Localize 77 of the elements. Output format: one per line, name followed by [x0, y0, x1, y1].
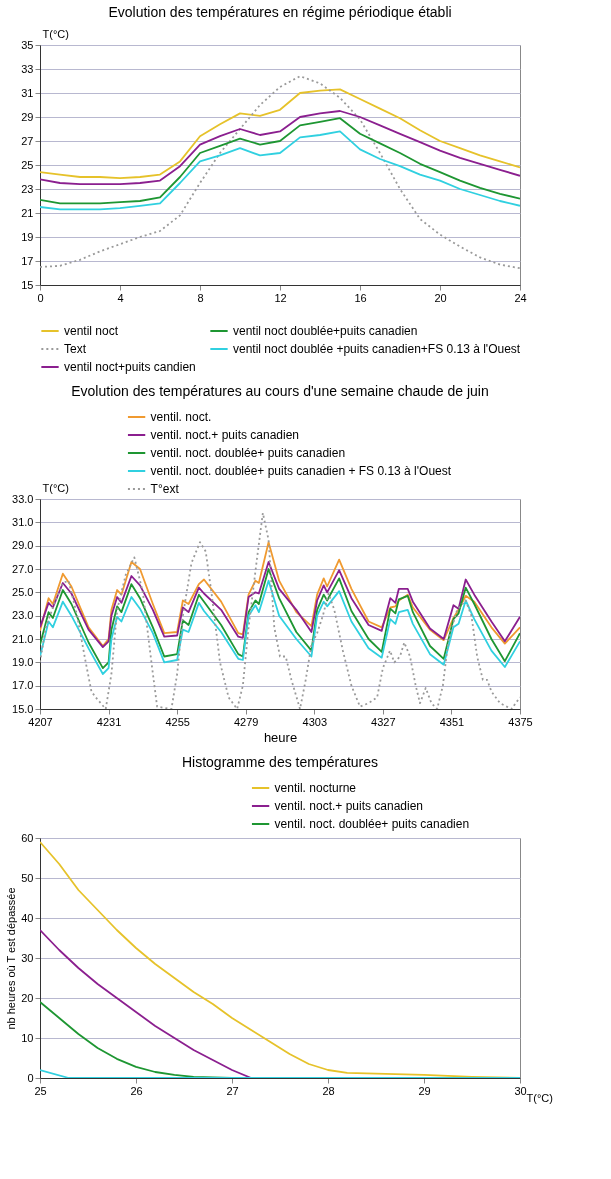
legend-label: ventil noct+puits candien	[64, 360, 196, 374]
legend-label: ventil. noct.+ puits canadien	[274, 799, 424, 813]
x-tick-label: 30	[514, 1084, 527, 1097]
chart-title: Evolution des températures au cours d'une semaine chaude de juin	[71, 383, 489, 399]
y-axis-title: T(°C)	[42, 481, 69, 494]
legend-label: Text	[64, 342, 87, 356]
y-tick-label: 17	[21, 254, 34, 267]
line-series	[40, 130, 520, 211]
x-tick-label: 4375	[508, 715, 533, 728]
y-tick-label: 29.0	[12, 539, 34, 552]
legend-label: ventil noct doublée +puits canadien+FS 0.13 à l'Ouest	[233, 342, 521, 356]
legend-label: ventil. noct. doublée+ puits canadien	[150, 446, 346, 460]
legend-label: ventil. noct.+ puits canadien	[150, 428, 300, 442]
x-tick-label: 25	[34, 1084, 47, 1097]
y-tick-label: 33.0	[12, 492, 34, 505]
x-tick-label: 4207	[28, 715, 53, 728]
line-series	[40, 88, 520, 180]
y-tick-label: 23.0	[12, 609, 34, 622]
x-tick-label: 4279	[233, 715, 259, 728]
x-axis-title: T(°C)	[526, 1091, 553, 1104]
x-tick-label: 16	[354, 291, 367, 304]
x-tick-label: 26	[130, 1084, 143, 1097]
chart-title: Histogramme des températures	[181, 754, 379, 770]
legend-label: ventil. nocturne	[274, 781, 357, 795]
line-series	[40, 110, 520, 186]
legend-label: ventil noct	[64, 324, 119, 338]
line-series	[40, 541, 520, 647]
x-tick-label: 4303	[302, 715, 328, 728]
chart-title: Evolution des températures en régime périodique établi	[108, 4, 452, 20]
y-tick-label: 30	[21, 951, 34, 964]
y-tick-label: 15	[21, 278, 34, 291]
line-series	[40, 75, 520, 270]
x-tick-label: 27	[226, 1084, 239, 1097]
y-tick-label: 35	[21, 38, 34, 51]
y-tick-label: 21.0	[12, 632, 34, 645]
x-tick-label: 12	[274, 291, 287, 304]
y-tick-label: 10	[21, 1031, 34, 1044]
x-tick-label: 4255	[165, 715, 190, 728]
y-tick-label: 27	[21, 134, 34, 147]
legend-label: ventil noct doublée+puits canadien	[233, 324, 418, 338]
y-axis-title: T(°C)	[42, 27, 69, 40]
y-tick-label: 23	[21, 182, 34, 195]
x-tick-label: 29	[418, 1084, 431, 1097]
legend-label: T°ext	[150, 482, 180, 496]
x-tick-label: 4231	[96, 715, 122, 728]
y-tick-label: 31.0	[12, 515, 34, 528]
y-tick-label: 27.0	[12, 562, 34, 575]
legend-label: ventil. noct. doublée+ puits canadien	[274, 817, 470, 831]
y-tick-label: 20	[21, 991, 34, 1004]
x-tick-label: 4327	[371, 715, 396, 728]
y-tick-label: 60	[21, 831, 34, 844]
y-tick-label: 19.0	[12, 655, 34, 668]
y-tick-label: 25	[21, 158, 34, 171]
y-tick-label: 40	[21, 911, 34, 924]
y-tick-label: 21	[21, 206, 34, 219]
y-tick-label: 33	[21, 62, 34, 75]
y-tick-label: 29	[21, 110, 34, 123]
y-tick-label: 25.0	[12, 585, 34, 598]
x-tick-label: 28	[322, 1084, 335, 1097]
x-tick-label: 8	[197, 291, 204, 304]
x-axis-title: heure	[263, 729, 298, 745]
line-series	[40, 117, 520, 205]
y-tick-label: 50	[21, 871, 34, 884]
y-tick-label: 31	[21, 86, 34, 99]
x-tick-label: 4	[117, 291, 124, 304]
x-tick-label: 0	[37, 291, 44, 304]
line-series	[40, 561, 520, 649]
x-tick-label: 20	[434, 291, 447, 304]
legend-label: ventil. noct. doublée+ puits canadien + FS 0.13 à l'Ouest	[150, 464, 452, 478]
y-tick-label: 15.0	[12, 702, 34, 715]
y-tick-label: 17.0	[12, 679, 34, 692]
x-tick-label: 24	[514, 291, 527, 304]
y-tick-label: 0	[27, 1071, 34, 1084]
y-axis-title: nb heures où T est dépassée	[5, 887, 18, 1030]
y-tick-label: 19	[21, 230, 34, 243]
x-tick-label: 4351	[439, 715, 465, 728]
legend-label: ventil. noct.	[150, 410, 212, 424]
